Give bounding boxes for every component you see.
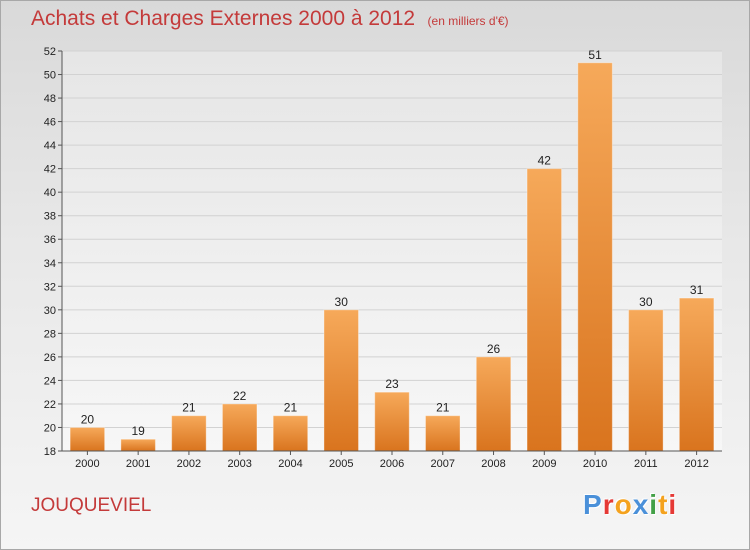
bars: 20 19 21 22 21 30 23 21 26 42 51 30 31	[69, 48, 715, 452]
y-tick-label: 18	[44, 446, 56, 458]
bar	[222, 403, 257, 451]
y-tick-label: 36	[44, 234, 56, 246]
brand-letter: r	[602, 489, 615, 520]
bar	[171, 415, 207, 451]
x-tick-label: 2003	[227, 458, 251, 470]
bar	[374, 392, 410, 451]
y-tick-label: 28	[44, 328, 56, 340]
x-tick-label: 2004	[278, 458, 302, 470]
bar-value-label: 30	[335, 295, 349, 309]
y-tick-label: 26	[44, 352, 56, 364]
x-tick-label: 2012	[684, 458, 708, 470]
x-tick-label: 2001	[126, 458, 150, 470]
y-tick-label: 52	[44, 46, 56, 58]
x-axis-ticks: 2000 2001 2002 2003 2004 2005 2006 2007 2008 2009…	[75, 451, 709, 470]
y-tick-label: 48	[44, 93, 56, 105]
bar	[425, 415, 461, 451]
x-tick-label: 2011	[634, 458, 658, 470]
y-tick-label: 46	[44, 117, 56, 129]
bar	[679, 298, 714, 451]
bar-value-label: 20	[81, 412, 95, 426]
y-tick-label: 38	[44, 211, 56, 223]
bar	[577, 62, 613, 451]
y-tick-label: 30	[44, 305, 56, 317]
x-tick-label: 2007	[431, 458, 455, 470]
bar	[273, 415, 308, 451]
y-tick-label: 50	[44, 70, 56, 82]
x-tick-label: 2005	[329, 458, 353, 470]
bar	[476, 356, 511, 451]
x-tick-label: 2009	[532, 458, 556, 470]
chart-title: Achats et Charges Externes 2000 à 2012 (…	[31, 7, 509, 31]
brand-letter: o	[614, 489, 633, 520]
brand-letter: i	[649, 489, 659, 520]
brand-letter: P	[583, 489, 603, 520]
chart-unit: (en milliers d'€)	[427, 14, 509, 28]
bar	[527, 168, 562, 451]
bar-value-label: 22	[233, 389, 247, 403]
y-tick-label: 44	[44, 140, 56, 152]
bar-value-label: 21	[436, 401, 450, 415]
bar-value-label: 26	[487, 342, 501, 356]
brand-logo: Proxiti	[583, 489, 677, 521]
bar-value-label: 42	[538, 154, 552, 168]
bar	[120, 439, 156, 451]
bar-value-label: 31	[690, 283, 704, 297]
y-tick-label: 32	[44, 281, 56, 293]
brand-letter: x	[632, 489, 650, 520]
bar-value-label: 21	[284, 401, 298, 415]
x-tick-label: 2008	[481, 458, 505, 470]
y-tick-label: 24	[44, 375, 56, 387]
x-tick-label: 2002	[177, 458, 201, 470]
bar-value-label: 19	[131, 424, 145, 438]
bar	[628, 309, 664, 451]
bar-value-label: 23	[385, 377, 399, 391]
bar	[70, 427, 105, 451]
brand-letter: t	[658, 489, 669, 520]
commune-name: JOUQUEVIEL	[31, 495, 152, 516]
x-tick-label: 2010	[583, 458, 607, 470]
x-tick-label: 2000	[75, 458, 99, 470]
bar-value-label: 30	[639, 295, 653, 309]
y-tick-label: 22	[44, 399, 56, 411]
bar-value-label: 51	[588, 48, 602, 62]
y-tick-label: 40	[44, 187, 56, 199]
brand-letter: i	[668, 489, 678, 520]
y-tick-label: 34	[44, 258, 56, 270]
y-tick-label: 42	[44, 164, 56, 176]
y-axis-ticks: 18 20 22 24 26 28 30 32 34 36 38 40 42 44 46 48 50 52	[44, 46, 62, 458]
x-tick-label: 2006	[380, 458, 404, 470]
y-tick-label: 20	[44, 422, 56, 434]
chart-title-text: Achats et Charges Externes 2000 à 2012	[31, 7, 416, 30]
bar	[323, 309, 359, 451]
bar-value-label: 21	[182, 401, 196, 415]
